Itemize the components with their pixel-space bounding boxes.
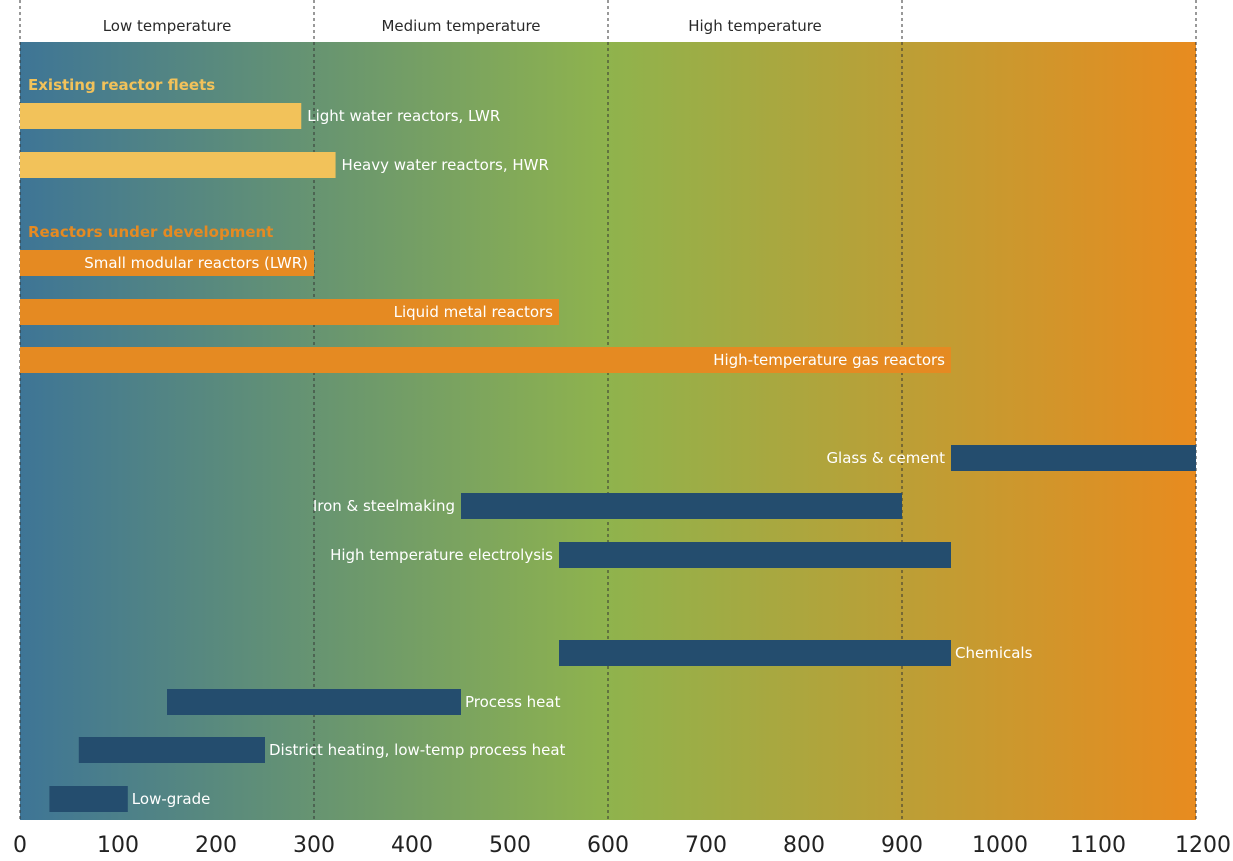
group-heading: Reactors under development [28,223,273,241]
reactor-bar [20,250,314,276]
application-bar-label: High temperature electrolysis [330,546,553,564]
application-bar [559,640,951,666]
application-bar-label: Process heat [465,693,561,711]
application-bar [461,493,902,519]
reactor-bar-label: Small modular reactors (LWR) [84,254,308,272]
x-tick-label: 600 [587,833,629,858]
x-tick-label: 1000 [972,833,1028,858]
application-bar [49,786,128,812]
reactor-bar-label: Light water reactors, LWR [307,107,500,125]
application-bar-label: Glass & cement [826,449,945,467]
x-tick-label: 900 [881,833,923,858]
reactor-bar [20,152,336,178]
reactor-bar [20,347,951,373]
temperature-band-labels: Low temperature Medium temperature High te… [103,17,822,35]
reactor-bar [20,299,559,325]
reactor-bar-label: Liquid metal reactors [394,303,554,321]
application-bar [951,445,1196,471]
band-label: High temperature [688,17,822,35]
application-bar-label: Low-grade [132,790,211,808]
x-tick-label: 1200 [1175,833,1231,858]
application-bar [167,689,461,715]
reactor-bar-label: Heavy water reactors, HWR [342,156,549,174]
reactor-bar [20,103,302,129]
group-headings: Existing reactor fleets Reactors under de… [28,76,273,241]
application-bar-label: Iron & steelmaking [313,497,455,515]
x-tick-label: 200 [195,833,237,858]
band-label: Medium temperature [381,17,540,35]
x-tick-label: 700 [685,833,727,858]
application-bars: Glass & cement Iron & steelmaking High tem… [49,445,1196,812]
application-bar-label: District heating, low-temp process heat [269,741,566,759]
application-bar [78,737,265,763]
application-bar-label: Chemicals [955,644,1033,662]
reactor-bars: Light water reactors, LWR Heavy water rea… [20,103,951,373]
x-tick-label: 1100 [1070,833,1126,858]
x-axis-tick-labels: 0 100 200 300 400 500 600 700 800 900 1000 1100 1200 [13,833,1231,858]
x-tick-label: 500 [489,833,531,858]
application-bar [559,542,951,568]
band-label: Low temperature [103,17,232,35]
x-tick-label: 100 [97,833,139,858]
group-heading: Existing reactor fleets [28,76,215,94]
x-tick-label: 800 [783,833,825,858]
band-dividers [19,0,1197,820]
reactor-bar-label: High-temperature gas reactors [713,351,945,369]
x-tick-label: 0 [13,833,27,858]
x-tick-label: 300 [293,833,335,858]
x-tick-label: 400 [391,833,433,858]
